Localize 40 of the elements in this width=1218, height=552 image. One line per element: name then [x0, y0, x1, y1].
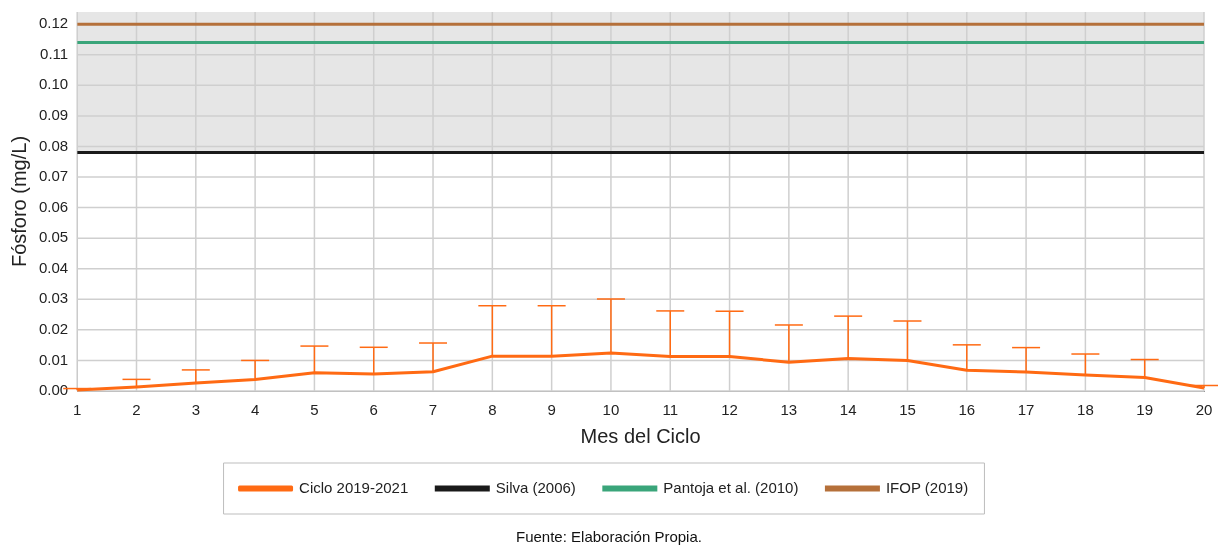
y-tick-label: 0.04: [38, 258, 69, 276]
x-tick-label: 6: [369, 401, 378, 419]
x-tick-label: 14: [839, 401, 857, 419]
y-tick-label: 0.10: [38, 75, 69, 93]
y-tick-label: 0.05: [38, 228, 69, 246]
x-tick-label: 7: [428, 401, 438, 419]
x-tick-label: 19: [1136, 401, 1154, 419]
y-tick-label: 0.09: [38, 106, 69, 124]
x-tick-label: 15: [899, 401, 916, 419]
legend-label: Ciclo 2019-2021: [299, 478, 409, 496]
y-tick-label: 0.08: [38, 136, 69, 154]
legend-label: Pantoja et al. (2010): [663, 478, 799, 496]
x-tick-label: 20: [1195, 401, 1213, 419]
x-tick-label: 8: [488, 401, 497, 419]
x-tick-label: 18: [1077, 401, 1094, 419]
x-tick-label: 2: [132, 401, 141, 419]
legend-label: IFOP (2019): [885, 478, 969, 496]
x-tick-label: 4: [250, 401, 260, 419]
x-tick-label: 3: [191, 401, 200, 419]
x-tick-label: 11: [662, 401, 679, 419]
legend-label: Silva (2006): [495, 478, 576, 496]
y-tick-label: 0.03: [38, 289, 69, 307]
x-tick-label: 1: [73, 401, 82, 419]
y-tick-label: 0.06: [38, 197, 69, 215]
y-axis-title: Fósforo (mg/L): [7, 135, 30, 268]
x-tick-label: 5: [310, 401, 319, 419]
x-tick-label: 12: [721, 401, 738, 419]
x-tick-label: 10: [602, 401, 620, 419]
source-note: Fuente: Elaboración Propia.: [515, 528, 703, 545]
x-axis-title: Mes del Ciclo: [580, 424, 701, 447]
x-tick-label: 13: [780, 401, 798, 419]
y-tick-label: 0.12: [38, 14, 69, 32]
x-tick-label: 16: [958, 401, 976, 419]
y-tick-label: 0.01: [38, 350, 69, 368]
y-tick-label: 0.00: [38, 381, 69, 399]
x-tick-label: 17: [1017, 401, 1035, 419]
y-tick-label: 0.11: [40, 44, 69, 62]
y-tick-label: 0.07: [38, 167, 69, 185]
x-tick-label: 9: [547, 401, 556, 419]
y-tick-label: 0.02: [38, 320, 69, 338]
